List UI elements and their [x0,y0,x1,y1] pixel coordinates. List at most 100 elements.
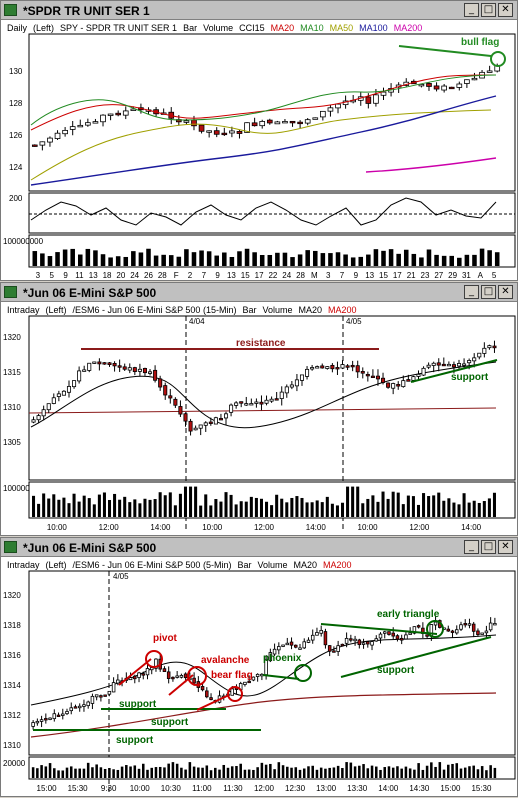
x-tick-label: 17 [255,271,264,280]
candle-body [433,85,440,90]
candle-body [480,632,484,635]
candle-body [441,85,447,91]
candle-body [476,630,480,636]
volume-bar [161,254,166,266]
candle-body [284,386,289,394]
volume-bar [168,255,174,266]
x-tick-label: 3 [326,271,331,280]
minimize-button[interactable]: _ [464,540,479,554]
candle-body [336,645,340,652]
candle-body [386,382,391,388]
volume-bar [163,767,166,778]
candle-body [221,132,228,136]
candle-body [375,375,380,380]
candle-body [46,403,51,411]
indicator-ma20: MA20 [270,23,295,33]
maximize-button[interactable]: □ [481,540,496,554]
volume-bar [376,501,380,517]
volume-bar [396,492,400,517]
volume-bar [48,763,52,778]
volume-bar [421,769,425,778]
candle-body [289,384,294,388]
x-tick-label: A [478,271,484,280]
volume-bar [341,768,344,778]
price-tick: 124 [9,163,23,172]
volume-bar [158,766,162,778]
date-marker: 4/04 [189,317,205,326]
volume-bar [138,503,142,517]
volume-bar [328,253,333,266]
candle-body [416,373,421,377]
candle-body [251,122,258,127]
candle-body [312,117,319,120]
avalanche-circle [187,666,207,686]
candle-body [122,110,129,116]
volume-bar [42,493,46,517]
volume-bar [219,501,223,517]
window-titlebar[interactable]: *SPDR TR UNIT SER 1 _ □ ✕ [1,1,517,20]
volume-bar [313,250,318,266]
x-tick-label: 29 [448,271,457,280]
daily-chart-svg[interactable]: bull flag 130 128 126 124 200 100000000 … [1,20,517,282]
intraday15-chart-svg[interactable]: 4/04 4/05 resistance support 1320 1315 1… [1,302,517,537]
volume-bar [86,762,90,778]
candle-body [175,675,179,678]
candle-body [200,686,205,691]
candle-body [171,676,175,680]
volume-bar [67,503,71,517]
volume-bar [297,254,303,266]
candle-body [425,634,429,637]
maximize-button[interactable]: □ [481,3,496,17]
candle-body [396,384,401,387]
chart-info-bar: Daily (Left) SPY - SPDR TR UNIT SER 1 Bar Vo… [7,23,428,33]
candle-body [48,717,52,720]
bear-flag-circle [227,686,243,702]
volume-bar [167,763,170,778]
volume-bar [350,257,356,266]
chart-window-icon [4,541,17,553]
candle-body [51,397,56,404]
minimize-button[interactable]: _ [464,285,479,299]
close-button[interactable]: ✕ [498,285,513,299]
volume-bar [52,494,56,517]
chart-info-bar: Intraday (Left) /ESM6 - Jun 06 E-Mini S&P … [7,560,358,570]
volume-bar [37,503,41,517]
candle-body [269,398,274,402]
price-tick: 1305 [3,438,21,447]
price-tick: 1318 [3,621,21,630]
candle-body [100,114,106,123]
volume-bar [366,254,371,266]
window-titlebar[interactable]: *Jun 06 E-Mini S&P 500 _ □ ✕ [1,538,517,557]
candle-body [294,379,299,387]
candle-body [137,368,142,372]
close-button[interactable]: ✕ [498,540,513,554]
x-tick-label: 13 [365,271,374,280]
candle-body [282,121,288,124]
candle-body [99,695,103,698]
candle-body [77,124,84,128]
window-title: *Jun 06 E-Mini S&P 500 [23,541,157,555]
x-tick-label: 9:30 [101,784,117,793]
x-tick-label: 9 [354,271,359,280]
volume-bar [108,257,113,266]
spy-daily-window: *SPDR TR UNIT SER 1 _ □ ✕ Daily (Left) SPY… [0,0,518,281]
volume-bar [44,766,48,778]
volume-bar [362,764,365,778]
intraday5-chart-svg[interactable]: 4/05 support support support pivot avala… [1,557,517,798]
resistance-label: resistance [236,338,286,349]
candle-body [345,365,350,368]
candle-body [319,629,323,634]
candle-body [183,673,188,679]
volume-bar [457,257,462,266]
candle-body [203,422,208,426]
volume-bar [199,250,204,266]
window-titlebar[interactable]: *Jun 06 E-Mini S&P 500 _ □ ✕ [1,283,517,302]
volume-bar [438,762,442,778]
candle-body [107,362,112,365]
candle-body [259,121,266,127]
volume-bar [353,766,357,778]
maximize-button[interactable]: □ [481,285,496,299]
minimize-button[interactable]: _ [464,3,479,17]
x-tick-label: 15:00 [37,784,58,793]
close-button[interactable]: ✕ [498,3,513,17]
